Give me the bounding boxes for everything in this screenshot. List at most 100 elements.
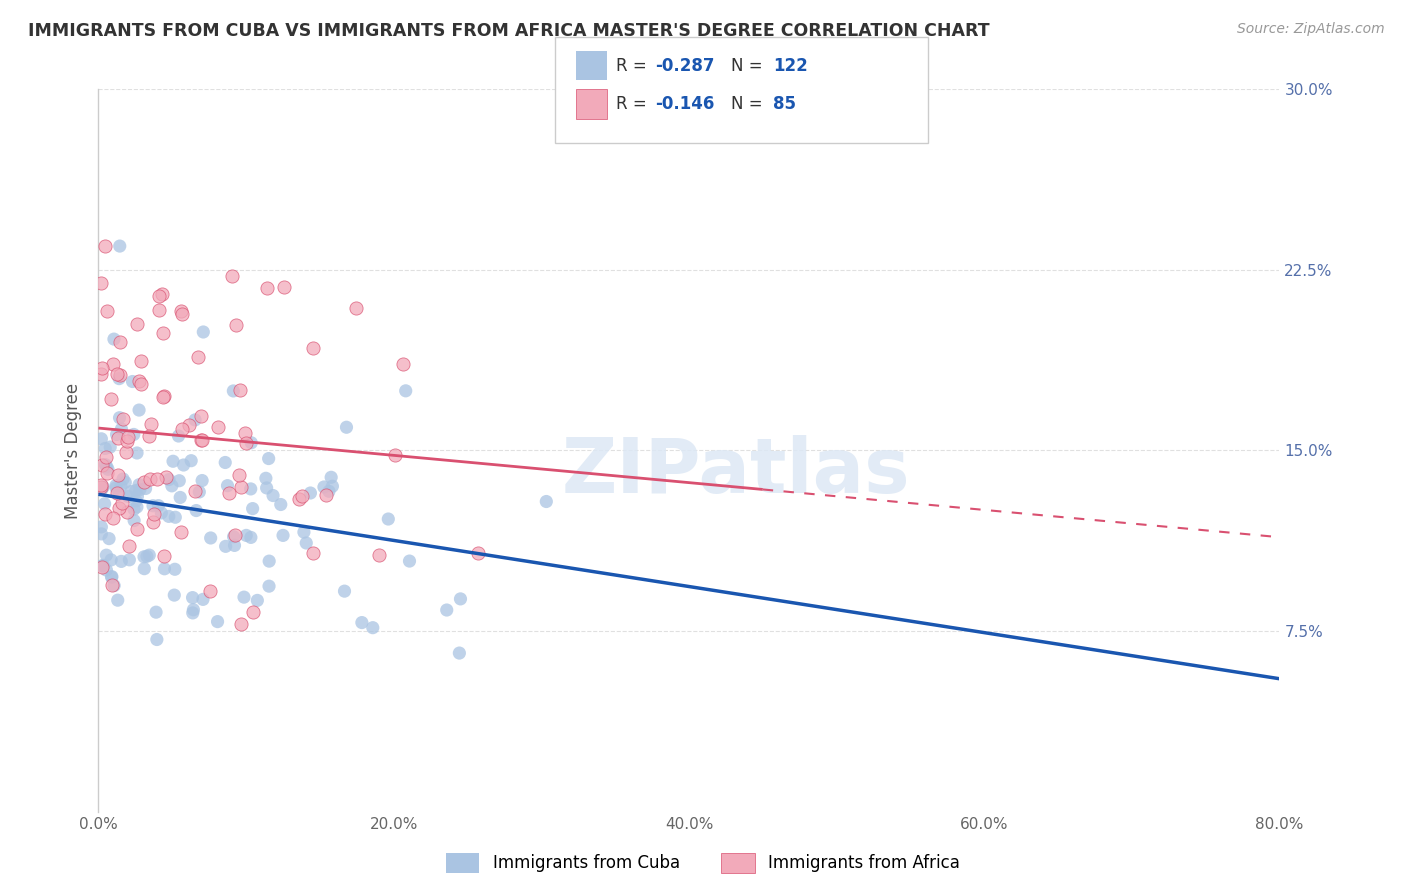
Point bbox=[103, 332, 125, 346]
Point bbox=[257, 579, 280, 593]
Text: 122: 122 bbox=[773, 56, 808, 75]
Point bbox=[271, 528, 294, 542]
Point bbox=[183, 603, 205, 617]
Point bbox=[104, 481, 127, 495]
Point bbox=[436, 603, 458, 617]
Point bbox=[135, 482, 157, 496]
Point bbox=[148, 288, 170, 302]
Point bbox=[129, 483, 152, 497]
Point bbox=[142, 515, 165, 529]
Point bbox=[96, 548, 118, 562]
Point bbox=[91, 558, 114, 573]
Point bbox=[333, 584, 356, 599]
Point bbox=[91, 361, 114, 376]
Point bbox=[318, 484, 340, 499]
Text: IMMIGRANTS FROM CUBA VS IMMIGRANTS FROM AFRICA MASTER'S DEGREE CORRELATION CHART: IMMIGRANTS FROM CUBA VS IMMIGRANTS FROM … bbox=[28, 22, 990, 40]
Point bbox=[146, 632, 169, 647]
Point bbox=[94, 507, 117, 521]
Point bbox=[125, 494, 148, 508]
Point bbox=[128, 477, 150, 491]
Point bbox=[467, 546, 489, 560]
Point bbox=[169, 491, 191, 505]
Point bbox=[150, 286, 173, 301]
Point bbox=[235, 436, 257, 450]
Point bbox=[134, 562, 156, 576]
Point bbox=[114, 475, 136, 490]
Point bbox=[90, 432, 112, 446]
Point bbox=[262, 489, 284, 503]
Point bbox=[214, 539, 236, 553]
Point bbox=[94, 442, 117, 456]
Point bbox=[190, 433, 212, 447]
Point bbox=[239, 482, 262, 496]
Point bbox=[169, 474, 191, 488]
Point bbox=[350, 615, 373, 630]
Point bbox=[377, 512, 399, 526]
Point bbox=[118, 553, 141, 567]
Point bbox=[115, 444, 138, 458]
Point bbox=[90, 367, 112, 381]
Point bbox=[104, 478, 127, 492]
Point bbox=[225, 318, 247, 332]
Point bbox=[125, 483, 148, 498]
Point bbox=[367, 548, 389, 562]
Point bbox=[107, 593, 129, 607]
Point bbox=[191, 474, 214, 488]
Point bbox=[395, 384, 418, 398]
Point bbox=[138, 429, 160, 443]
Point bbox=[191, 592, 214, 607]
Text: Source: ZipAtlas.com: Source: ZipAtlas.com bbox=[1237, 22, 1385, 37]
Point bbox=[132, 549, 155, 564]
Point bbox=[122, 502, 145, 516]
Point bbox=[291, 489, 314, 503]
Point bbox=[142, 499, 165, 513]
Point bbox=[167, 429, 190, 443]
Point bbox=[222, 530, 245, 544]
Point bbox=[100, 392, 122, 406]
Point bbox=[128, 374, 150, 388]
Point bbox=[193, 325, 215, 339]
Point bbox=[233, 590, 256, 604]
Point bbox=[239, 530, 262, 544]
Point bbox=[198, 583, 221, 598]
Point bbox=[94, 458, 117, 472]
Point bbox=[295, 536, 318, 550]
Point bbox=[108, 334, 131, 349]
Point bbox=[288, 491, 311, 506]
Point bbox=[117, 490, 139, 504]
Point bbox=[90, 478, 112, 492]
Point bbox=[110, 422, 132, 436]
Point bbox=[96, 466, 118, 480]
Point bbox=[152, 389, 174, 403]
Text: R =: R = bbox=[616, 56, 652, 75]
Point bbox=[110, 479, 132, 493]
Point bbox=[218, 485, 240, 500]
Point bbox=[110, 554, 132, 568]
Point bbox=[246, 593, 269, 607]
Point bbox=[112, 472, 135, 486]
Point bbox=[98, 440, 121, 454]
Point bbox=[273, 280, 295, 294]
Text: R =: R = bbox=[616, 95, 652, 113]
Point bbox=[181, 591, 204, 605]
Point bbox=[163, 562, 186, 576]
Text: N =: N = bbox=[731, 56, 768, 75]
Point bbox=[103, 357, 125, 371]
Point bbox=[108, 410, 131, 425]
Point bbox=[115, 434, 138, 449]
Point bbox=[129, 354, 152, 368]
Point bbox=[90, 560, 112, 574]
Point bbox=[449, 646, 471, 660]
Point bbox=[321, 470, 343, 484]
Point bbox=[160, 479, 183, 493]
Point bbox=[256, 281, 278, 295]
Point bbox=[134, 475, 156, 489]
Point bbox=[103, 578, 125, 592]
Point bbox=[229, 480, 252, 494]
Point bbox=[450, 591, 472, 606]
Point bbox=[120, 484, 142, 499]
Point bbox=[90, 480, 112, 494]
Point bbox=[90, 277, 112, 291]
Point bbox=[299, 486, 322, 500]
Point bbox=[229, 384, 252, 398]
